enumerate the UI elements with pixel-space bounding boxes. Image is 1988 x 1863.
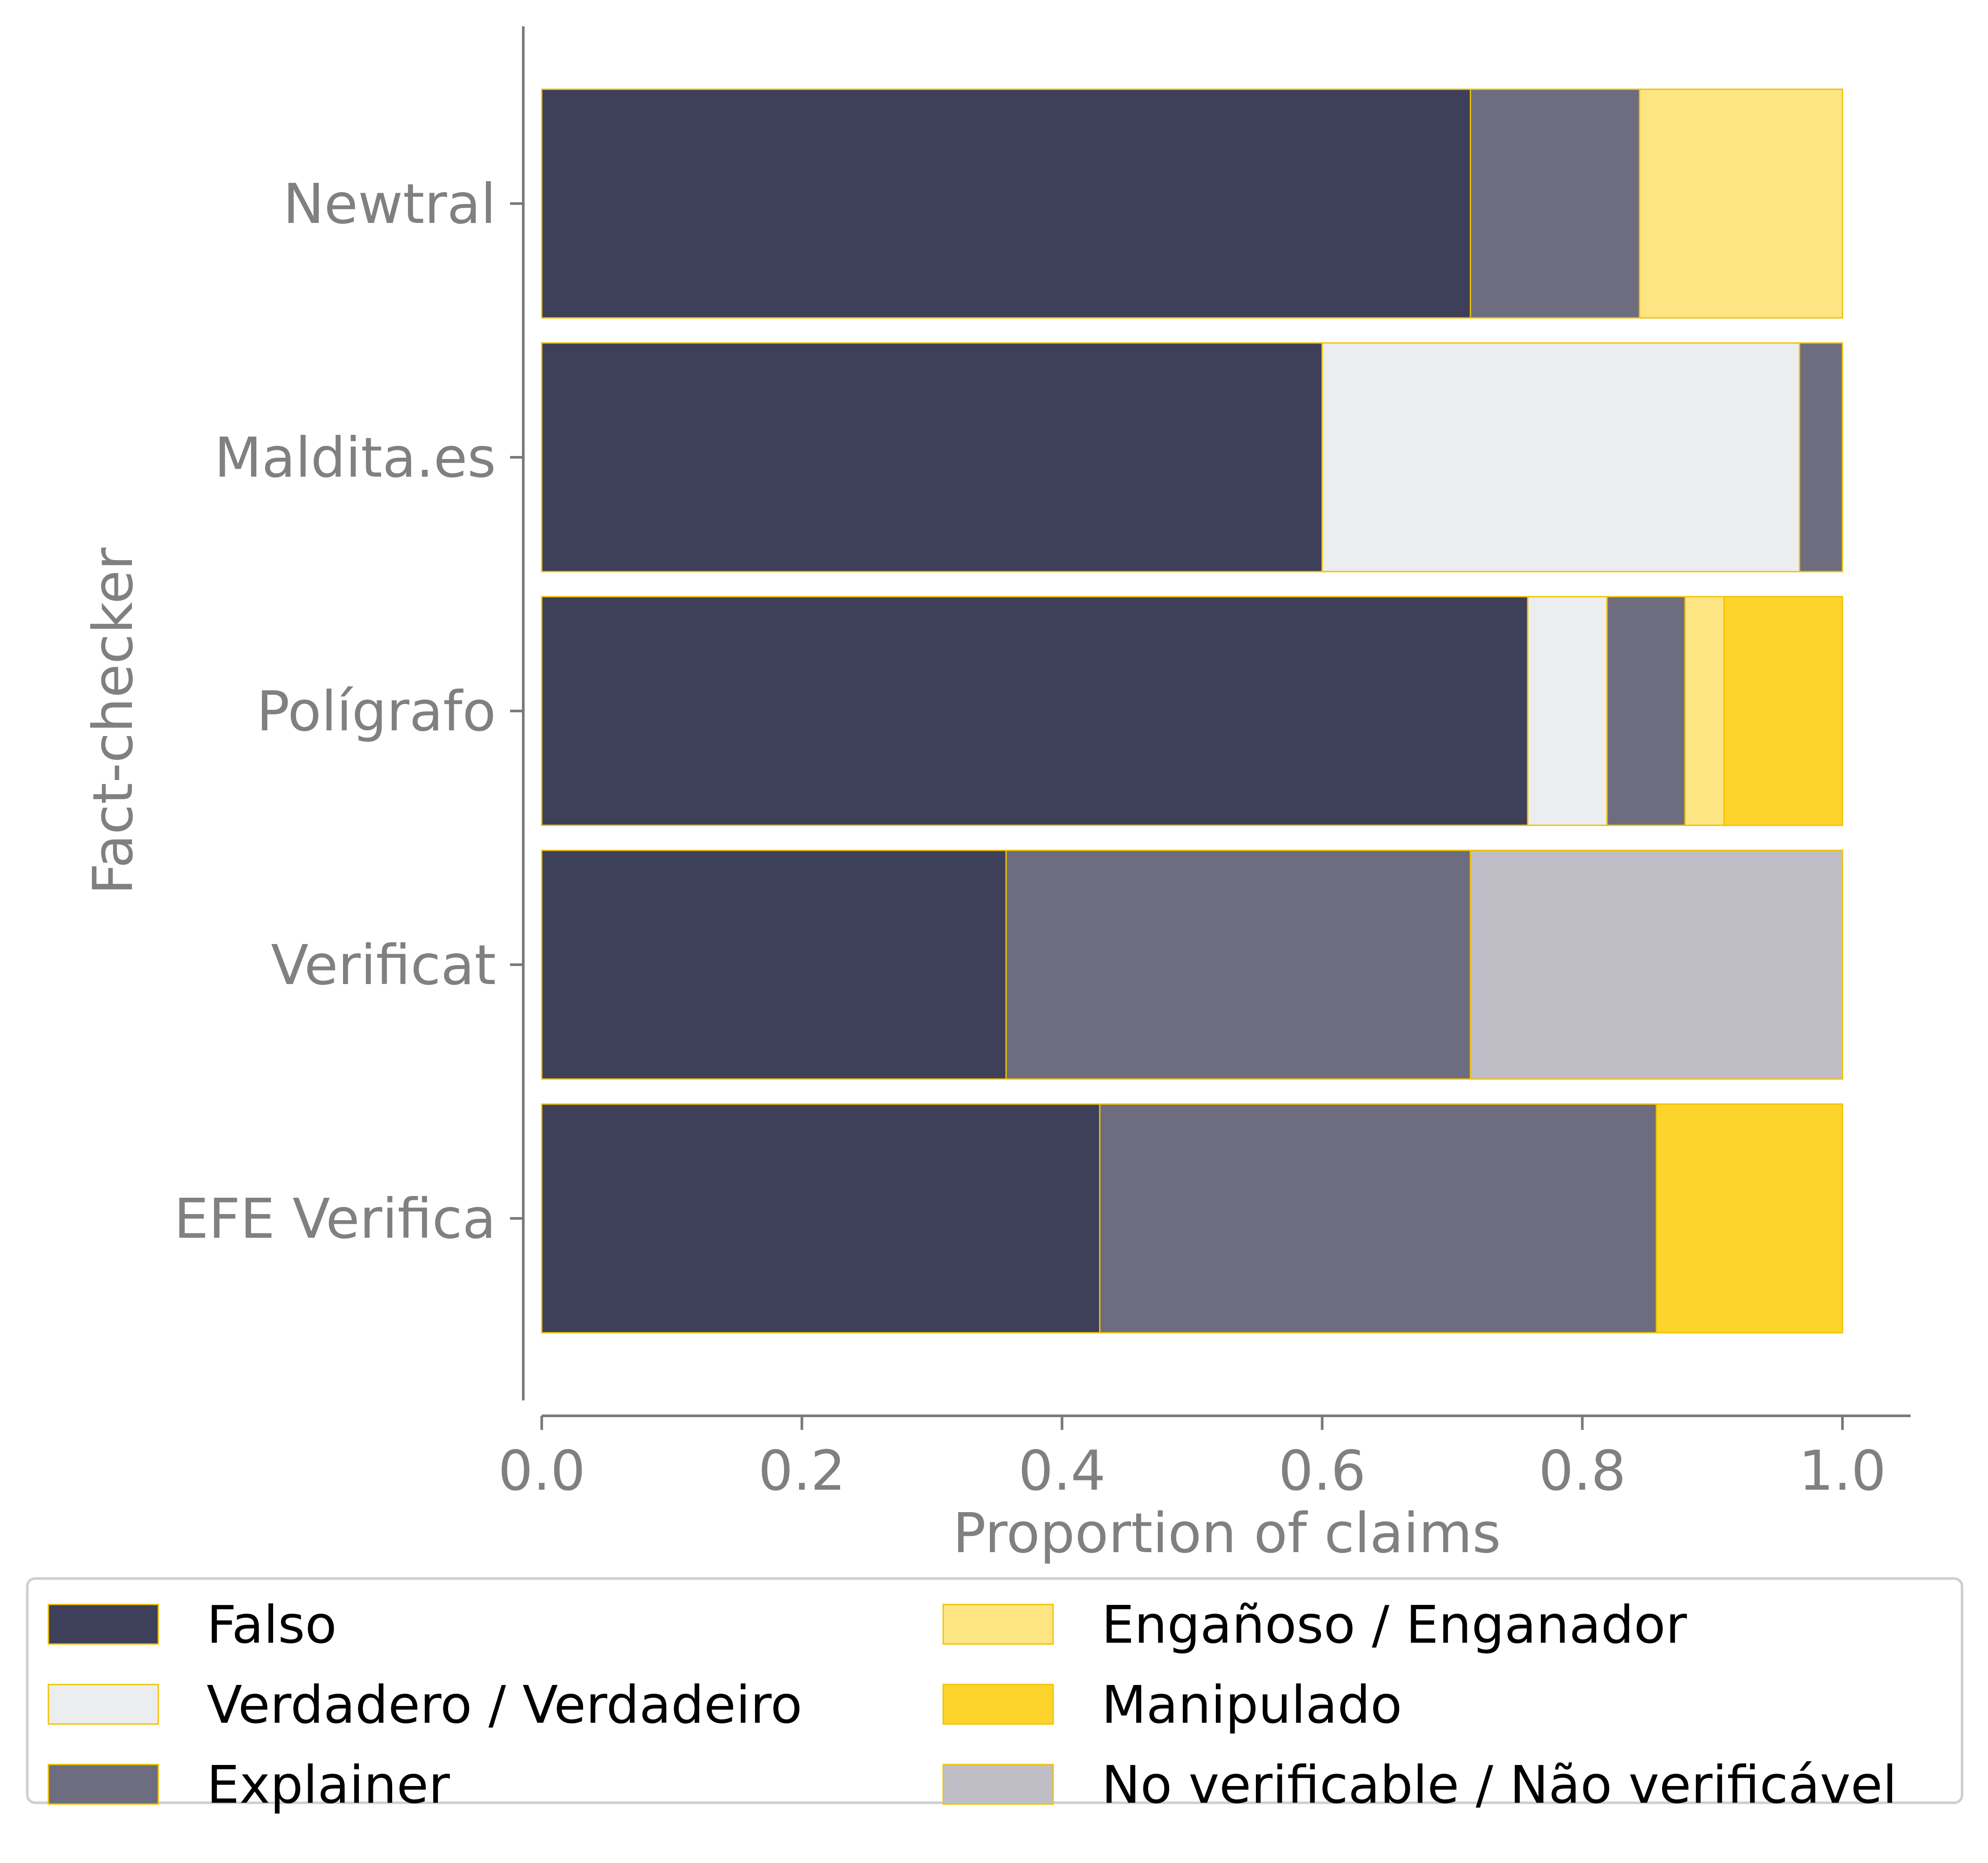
x-ticks: 0.0 0.2 0.4 0.6 0.8 1.0 [498, 1416, 1886, 1503]
legend-swatch-falso [47, 1604, 159, 1645]
legend-label-no-verificable-nao-verificavel: No verificable / Não verificável [1102, 1754, 1897, 1815]
bar-verificat-falso [541, 849, 1007, 1080]
legend-label-manipulado: Manipulado [1102, 1674, 1402, 1735]
legend-swatch-enganoso-enganador [942, 1604, 1054, 1645]
legend-swatch-no-verificable-nao-verificavel [942, 1764, 1054, 1805]
bar-poligrafo-explainer [1606, 596, 1686, 826]
x-tick-label-3: 0.6 [1278, 1439, 1366, 1503]
bar-newtral-explainer [1470, 88, 1641, 319]
legend-label-enganoso-enganador: Engañoso / Enganador [1102, 1594, 1687, 1655]
y-tick-label-efe-verifica: EFE Verifica [174, 1187, 496, 1251]
bar-maldita-es-verdadero-verdadeiro [1321, 342, 1800, 572]
legend-label-explainer: Explainer [207, 1754, 450, 1815]
bar-poligrafo-verdadero-verdadeiro [1527, 596, 1608, 826]
bar-efe-verifica-explainer [1099, 1103, 1657, 1334]
y-tick-label-newtral: Newtral [283, 172, 496, 236]
y-tick-label-poligrafo: Polígrafo [256, 680, 496, 744]
legend-label-verdadero-verdadeiro: Verdadero / Verdadeiro [207, 1674, 802, 1735]
bar-poligrafo-manipulado [1723, 596, 1843, 826]
bar-verificat-explainer [1005, 849, 1471, 1080]
bar-newtral-enganoso-enganador [1639, 88, 1843, 319]
axes-layer [522, 26, 1911, 1417]
legend: Falso Verdadero / Verdadeiro Explainer Enga… [26, 1577, 1963, 1815]
legend-swatch-verdadero-verdadeiro [47, 1684, 159, 1725]
x-tick-label-4: 0.8 [1539, 1439, 1626, 1503]
x-tick-label-0: 0.0 [498, 1439, 586, 1503]
bar-poligrafo-falso [541, 596, 1528, 826]
x-tick-label-2: 0.4 [1018, 1439, 1106, 1503]
y-ticks: Newtral Maldita.es Polígrafo Verificat EFE V… [174, 172, 523, 1251]
bars-layer [541, 88, 1843, 1334]
x-tick-label-5: 1.0 [1799, 1439, 1886, 1503]
legend-swatch-explainer [47, 1764, 159, 1805]
legend-swatch-manipulado [942, 1684, 1054, 1725]
x-axis-label: Proportion of claims [953, 1502, 1501, 1565]
bar-maldita-es-explainer [1798, 342, 1843, 572]
bar-efe-verifica-falso [541, 1103, 1101, 1334]
bar-efe-verifica-manipulado [1656, 1103, 1843, 1334]
bar-newtral-falso [541, 88, 1471, 319]
y-axis-label: Fact-checker [81, 547, 145, 895]
legend-label-falso: Falso [207, 1594, 337, 1655]
bar-maldita-es-falso [541, 342, 1323, 572]
bar-verificat-no-verificable-nao-verificavel [1470, 849, 1843, 1080]
y-tick-label-verificat: Verificat [271, 933, 496, 997]
y-tick-label-maldita-es: Maldita.es [214, 426, 496, 490]
x-tick-label-1: 0.2 [758, 1439, 846, 1503]
bar-poligrafo-enganoso-enganador [1684, 596, 1725, 826]
